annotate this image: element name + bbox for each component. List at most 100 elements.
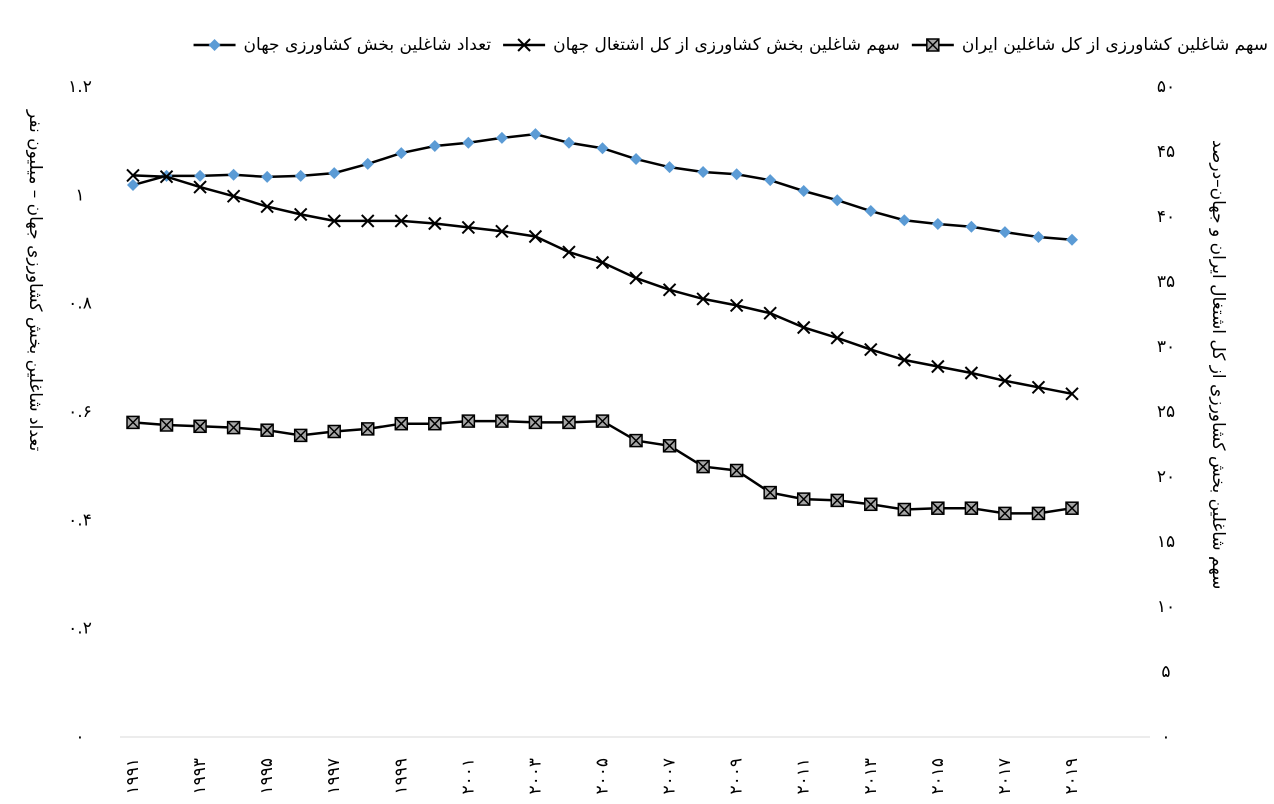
x-tick-label: ۲۰۰۷ <box>660 758 680 795</box>
data-point <box>226 420 241 435</box>
marker-cross <box>931 501 945 515</box>
marker-cross <box>327 424 341 439</box>
data-point <box>193 419 207 434</box>
data-point <box>964 366 979 380</box>
data-point <box>864 205 877 218</box>
data-point <box>394 214 408 228</box>
data-point <box>260 423 274 437</box>
data-point <box>428 140 441 153</box>
data-point <box>898 214 911 227</box>
marker-cross <box>361 422 375 436</box>
marker-cross <box>126 415 140 429</box>
data-point <box>763 485 777 500</box>
y2-tick-label: ۱۵ <box>1157 532 1175 552</box>
legend-marker <box>517 38 531 52</box>
data-point <box>1065 501 1079 515</box>
marker-cross <box>1031 506 1045 520</box>
legend-label: تعداد شاغلین بخش کشاورزی جهان <box>244 35 492 55</box>
data-point <box>395 147 408 160</box>
legend-item: سهم شاغلین بخش کشاورزی از کل اشتغال جهان <box>503 35 900 55</box>
data-point <box>663 161 676 174</box>
data-point <box>495 224 509 239</box>
data-point <box>998 506 1012 521</box>
marker-cross <box>897 502 911 517</box>
data-point <box>730 168 743 181</box>
data-point <box>763 306 777 320</box>
data-point <box>630 153 643 166</box>
data-point <box>864 342 878 357</box>
marker-cross <box>926 38 940 52</box>
data-point <box>931 218 944 231</box>
data-point <box>595 414 610 428</box>
marker-cross <box>730 463 744 478</box>
marker-cross <box>595 414 610 428</box>
marker-cross <box>428 417 442 431</box>
legend-marker <box>208 39 221 51</box>
data-point <box>1066 233 1078 246</box>
data-point <box>126 168 140 183</box>
data-point <box>126 415 140 430</box>
marker-cross <box>394 417 408 431</box>
legend-item: تعداد شاغلین بخش کشاورزی جهان <box>193 35 492 55</box>
data-point <box>797 185 810 197</box>
data-point <box>1031 506 1046 521</box>
data-point <box>328 167 341 180</box>
x-tick-label: ۲۰۱۳ <box>861 758 881 795</box>
x-tick-label: ۲۰۰۵ <box>593 758 613 795</box>
data-point <box>327 214 341 228</box>
data-point <box>194 169 207 182</box>
data-point <box>127 179 139 192</box>
data-point <box>729 463 744 478</box>
data-point <box>931 359 945 374</box>
data-point <box>428 216 442 231</box>
data-point <box>998 226 1011 239</box>
data-point <box>964 501 979 515</box>
y2-tick-label: ۲۵ <box>1157 402 1175 422</box>
legend-marker <box>926 38 940 52</box>
data-point <box>562 245 576 259</box>
x-tick-label: ۲۰۱۵ <box>928 758 948 795</box>
data-point <box>696 292 710 306</box>
data-point <box>897 353 912 367</box>
data-point <box>461 414 476 428</box>
x-tick-label: ۲۰۰۱ <box>458 758 478 795</box>
data-point <box>361 422 375 436</box>
y-axis-title: تعداد شاغلین بخش کشاورزی جهان – میلیون ن… <box>25 109 45 451</box>
data-point <box>965 220 978 233</box>
y2-tick-label: ۳۰ <box>1157 337 1175 357</box>
marker-cross <box>495 414 509 428</box>
data-point <box>864 497 878 512</box>
x-tick-label: ۲۰۰۳ <box>525 758 545 795</box>
y2-tick-label: ۵ <box>1161 662 1170 682</box>
data-point <box>461 220 476 235</box>
marker-cross <box>629 434 643 448</box>
data-point <box>662 439 677 453</box>
legend-item: سهم شاغلین کشاورزی از کل شاغلین ایران <box>911 35 1268 55</box>
data-point <box>596 142 609 155</box>
y2-tick-label: ۱۰ <box>1157 597 1175 617</box>
y2-tick-label: ۲۰ <box>1157 467 1175 487</box>
data-point <box>361 214 375 228</box>
data-point <box>159 169 174 184</box>
y-tick-label: ۰ <box>75 727 84 747</box>
data-point <box>562 415 576 430</box>
data-point <box>629 433 643 448</box>
data-point <box>830 331 844 345</box>
marker-cross <box>160 418 174 432</box>
x-tick-label: ۱۹۹۵ <box>257 758 277 795</box>
data-point <box>361 157 374 170</box>
data-point <box>764 174 777 187</box>
data-point <box>696 459 710 474</box>
marker-cross <box>964 501 978 515</box>
marker-cross <box>227 421 241 435</box>
legend-label: سهم شاغلین بخش کشاورزی از کل اشتغال جهان <box>553 35 900 55</box>
data-point <box>226 189 241 203</box>
x-tick-label: ۲۰۱۷ <box>995 758 1015 795</box>
data-point <box>293 207 308 222</box>
data-point <box>796 492 811 506</box>
x-tick-label: ۲۰۱۹ <box>1062 758 1082 795</box>
x-tick-label: ۱۹۹۳ <box>190 758 210 795</box>
marker-cross <box>260 423 274 437</box>
